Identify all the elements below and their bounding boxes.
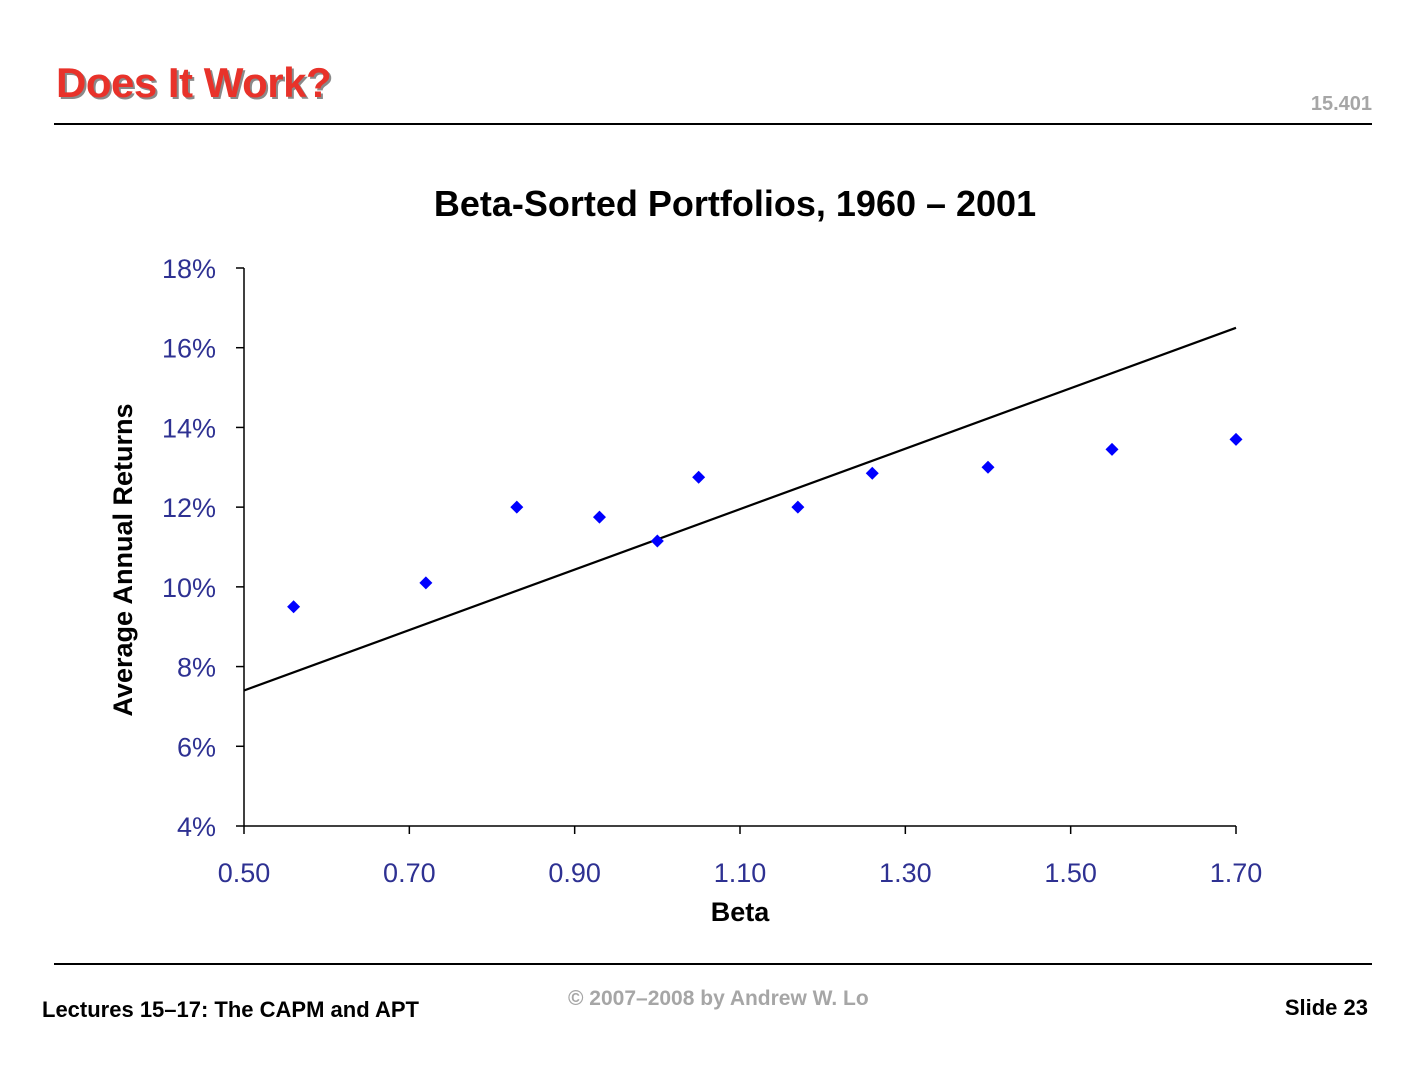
- y-tick-label: 18%: [162, 254, 216, 284]
- data-point-diamond: [287, 600, 301, 614]
- slide-title: Does It Work?: [56, 59, 332, 106]
- ticks: 4% 6% 8% 10% 12% 14% 16% 18% 0.50 0.70 0.90 1.10 1.3…: [162, 254, 1262, 888]
- data-point-diamond: [692, 470, 706, 484]
- y-tick-label: 8%: [177, 653, 216, 683]
- x-tick-label: 0.90: [548, 858, 601, 888]
- x-tick-label: 1.50: [1044, 858, 1097, 888]
- beta-scatter-chart: Beta-Sorted Portfolios, 1960 – 2001 Beta…: [108, 183, 1262, 927]
- data-point-diamond: [592, 510, 606, 524]
- data-points: [287, 432, 1243, 614]
- data-point-diamond: [419, 576, 433, 590]
- regression-line: [243, 326, 1237, 692]
- data-point-diamond: [865, 466, 879, 480]
- data-point-diamond: [1105, 442, 1119, 456]
- regression-line-group: [243, 326, 1237, 692]
- y-axis-label: Average Annual Returns: [108, 403, 138, 716]
- slide-number: Slide 23: [1284, 995, 1368, 1020]
- header-divider: [54, 123, 1372, 125]
- chart-title: Beta-Sorted Portfolios, 1960 – 2001: [434, 183, 1036, 224]
- x-tick-label: 0.70: [383, 858, 436, 888]
- y-tick-label: 10%: [162, 573, 216, 603]
- y-tick-label: 12%: [162, 493, 216, 523]
- axes: [243, 268, 1236, 827]
- y-tick-label: 4%: [177, 812, 216, 842]
- x-axis-label: Beta: [711, 897, 771, 927]
- x-tick-label: 0.50: [218, 858, 271, 888]
- lecture-title: Lectures 15–17: The CAPM and APT: [42, 997, 419, 1022]
- y-tick-label: 16%: [162, 334, 216, 364]
- y-tick-label: 14%: [162, 413, 216, 443]
- copyright-notice: © 2007–2008 by Andrew W. Lo: [568, 987, 869, 1010]
- data-point-diamond: [650, 534, 664, 548]
- data-point-diamond: [791, 500, 805, 514]
- course-code: 15.401: [1310, 93, 1372, 115]
- data-point-diamond: [510, 500, 524, 514]
- y-tick-label: 6%: [177, 732, 216, 762]
- x-tick-label: 1.30: [879, 858, 932, 888]
- footer-divider: [54, 963, 1372, 965]
- x-tick-label: 1.10: [714, 858, 767, 888]
- data-point-diamond: [981, 460, 995, 474]
- data-point-diamond: [1229, 432, 1243, 446]
- x-tick-label: 1.70: [1210, 858, 1263, 888]
